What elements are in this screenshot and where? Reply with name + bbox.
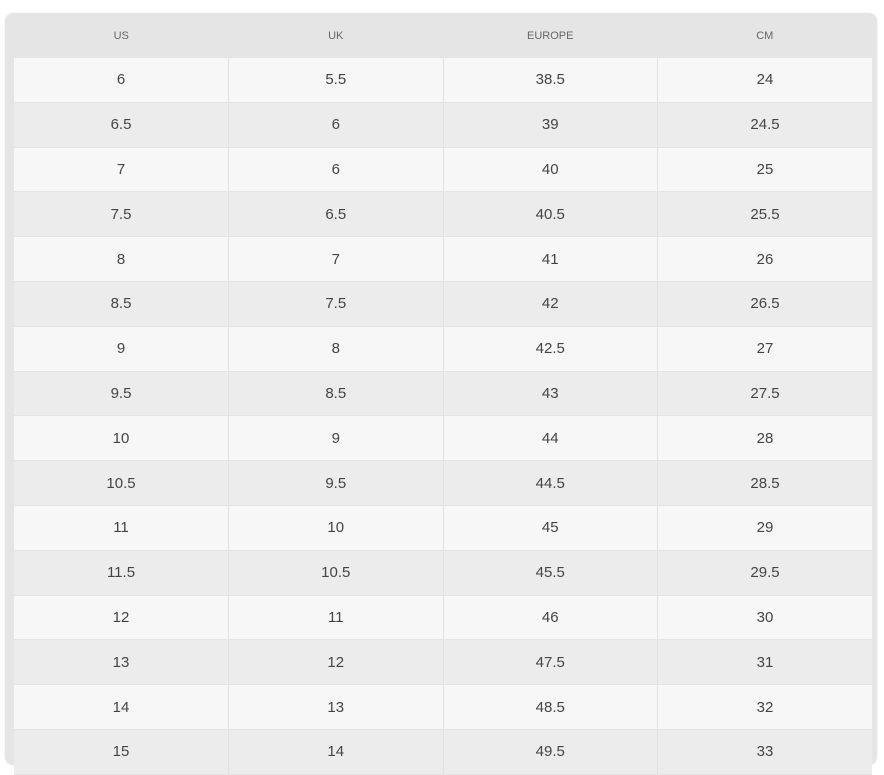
cell-europe: 42.5 xyxy=(443,326,658,372)
table-row: 8.5 7.5 42 26.5 xyxy=(14,281,872,327)
table-row: 11.5 10.5 45.5 29.5 xyxy=(14,550,872,596)
table-row: 7 6 40 25 xyxy=(14,147,872,193)
column-header-us: US xyxy=(14,14,229,58)
cell-us: 11.5 xyxy=(14,550,229,596)
cell-europe: 48.5 xyxy=(443,684,658,730)
cell-us: 13 xyxy=(14,639,229,686)
cell-uk: 5.5 xyxy=(228,58,444,103)
column-header-uk: UK xyxy=(228,14,443,58)
cell-cm: 31 xyxy=(657,639,872,686)
cell-uk: 6 xyxy=(228,102,444,148)
cell-cm: 26 xyxy=(657,236,872,282)
table-row: 7.5 6.5 40.5 25.5 xyxy=(14,191,872,238)
cell-europe: 46 xyxy=(443,595,658,641)
cell-uk: 10 xyxy=(228,505,444,551)
cell-cm: 28 xyxy=(657,415,872,462)
cell-us: 10 xyxy=(14,415,229,462)
cell-uk: 14 xyxy=(228,729,444,775)
cell-europe: 40 xyxy=(443,147,658,193)
cell-uk: 12 xyxy=(228,639,444,686)
cell-us: 15 xyxy=(14,729,229,775)
column-header-europe: EUROPE xyxy=(443,14,658,58)
cell-uk: 9 xyxy=(228,415,444,462)
cell-uk: 8.5 xyxy=(228,371,444,417)
cell-europe: 38.5 xyxy=(443,58,658,103)
cell-europe: 42 xyxy=(443,281,658,327)
cell-us: 11 xyxy=(14,505,229,551)
cell-us: 8 xyxy=(14,236,229,282)
cell-europe: 49.5 xyxy=(443,729,658,775)
table-row: 9 8 42.5 27 xyxy=(14,326,872,372)
header-row: US UK EUROPE CM xyxy=(14,14,872,58)
cell-uk: 6.5 xyxy=(228,191,444,238)
cell-cm: 30 xyxy=(657,595,872,641)
cell-europe: 47.5 xyxy=(443,639,658,686)
cell-europe: 45.5 xyxy=(443,550,658,596)
cell-europe: 43 xyxy=(443,371,658,417)
table-row: 15 14 49.5 33 xyxy=(14,729,872,775)
cell-europe: 44.5 xyxy=(443,460,658,506)
cell-cm: 27 xyxy=(657,326,872,372)
table-row: 10.5 9.5 44.5 28.5 xyxy=(14,460,872,506)
size-chart-table: US UK EUROPE CM 6 5.5 38.5 24 6.5 6 39 24.5 7 6 40… xyxy=(14,14,872,775)
table-row: 6 5.5 38.5 24 xyxy=(14,58,872,103)
cell-us: 7.5 xyxy=(14,191,229,238)
table-row: 10 9 44 28 xyxy=(14,415,872,462)
column-header-cm: CM xyxy=(657,14,872,58)
cell-europe: 41 xyxy=(443,236,658,282)
table-row: 9.5 8.5 43 27.5 xyxy=(14,371,872,417)
cell-us: 14 xyxy=(14,684,229,730)
cell-cm: 25.5 xyxy=(657,191,872,238)
cell-europe: 44 xyxy=(443,415,658,462)
cell-cm: 24.5 xyxy=(657,102,872,148)
cell-uk: 8 xyxy=(228,326,444,372)
cell-uk: 9.5 xyxy=(228,460,444,506)
cell-europe: 39 xyxy=(443,102,658,148)
size-chart-panel: US UK EUROPE CM 6 5.5 38.5 24 6.5 6 39 24.5 7 6 40… xyxy=(5,13,877,775)
cell-cm: 24 xyxy=(657,58,872,103)
cell-cm: 25 xyxy=(657,147,872,193)
cell-us: 9 xyxy=(14,326,229,372)
cell-cm: 33 xyxy=(657,729,872,775)
cell-cm: 28.5 xyxy=(657,460,872,506)
table-row: 8 7 41 26 xyxy=(14,236,872,282)
cell-us: 12 xyxy=(14,595,229,641)
cell-europe: 45 xyxy=(443,505,658,551)
cell-us: 6 xyxy=(14,58,229,103)
cell-cm: 27.5 xyxy=(657,371,872,417)
cell-cm: 26.5 xyxy=(657,281,872,327)
table-row: 11 10 45 29 xyxy=(14,505,872,551)
cell-uk: 7.5 xyxy=(228,281,444,327)
cell-uk: 10.5 xyxy=(228,550,444,596)
table-row: 6.5 6 39 24.5 xyxy=(14,102,872,148)
cell-us: 7 xyxy=(14,147,229,193)
table-row: 14 13 48.5 32 xyxy=(14,684,872,730)
cell-cm: 29 xyxy=(657,505,872,551)
cell-uk: 13 xyxy=(228,684,444,730)
table-body: 6 5.5 38.5 24 6.5 6 39 24.5 7 6 40 25 7.5 6.5 40.5 25.5… xyxy=(14,58,872,775)
cell-europe: 40.5 xyxy=(443,191,658,238)
cell-cm: 29.5 xyxy=(657,550,872,596)
table-row: 12 11 46 30 xyxy=(14,595,872,641)
cell-uk: 11 xyxy=(228,595,444,641)
cell-us: 6.5 xyxy=(14,102,229,148)
cell-us: 10.5 xyxy=(14,460,229,506)
cell-uk: 7 xyxy=(228,236,444,282)
table-row: 13 12 47.5 31 xyxy=(14,639,872,686)
cell-us: 8.5 xyxy=(14,281,229,327)
cell-cm: 32 xyxy=(657,684,872,730)
cell-uk: 6 xyxy=(228,147,444,193)
cell-us: 9.5 xyxy=(14,371,229,417)
